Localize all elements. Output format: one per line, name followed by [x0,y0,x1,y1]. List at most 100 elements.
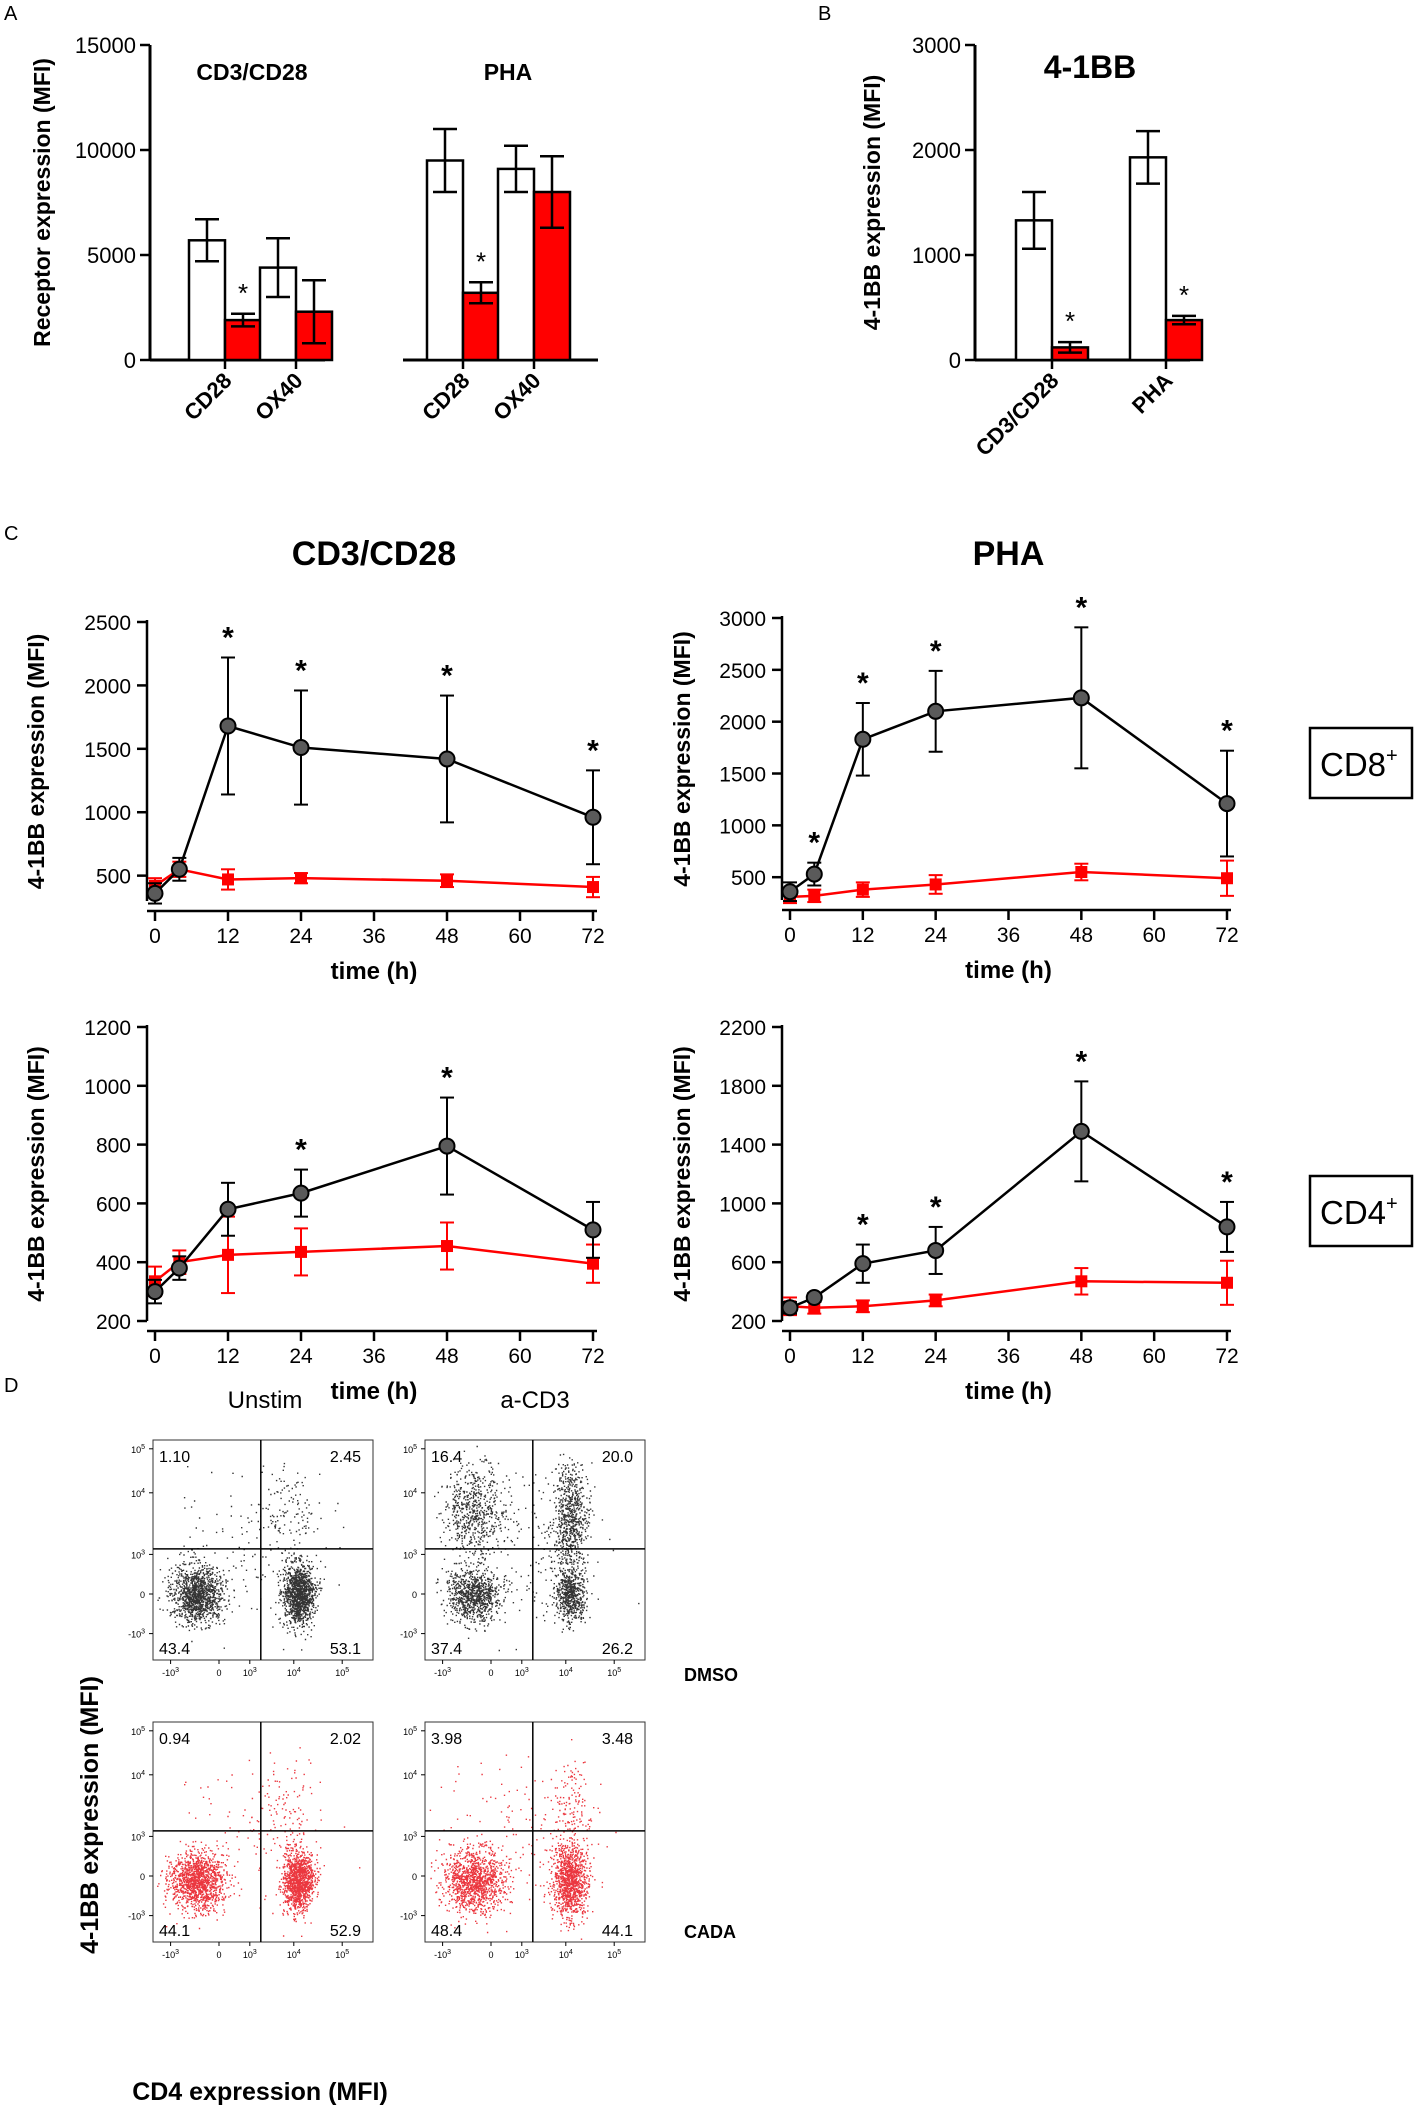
flow-dots [157,1747,361,1937]
chart-title: CD3/CD28 [292,535,456,573]
flow-tick-base: 10 [403,1445,413,1455]
y-axis-label: 4-1BB expression (MFI) [23,634,49,890]
flow-tick-exp: 5 [617,1667,621,1674]
series-line-cada [154,867,594,889]
flow-tick-base: -10 [128,1630,141,1640]
quadrant-lr: 52.9 [330,1923,361,1940]
significance-star: * [930,1191,942,1224]
marker-cada [929,1294,942,1307]
flow-tick-exp: 3 [175,1949,179,1956]
flow-y-tick-label: 103 [131,1831,145,1842]
marker-dmso [781,883,799,901]
series-line-dmso [154,724,594,895]
y-tick-label: 3000 [912,33,961,58]
y-tick-label: 1000 [912,243,961,268]
y-axis-label: 4-1BB expression (MFI) [669,631,695,887]
y-tick-label: 1500 [719,764,766,787]
marker-cada [856,1300,869,1313]
flow-tick-base: 0 [140,1872,145,1882]
x-tick-label: 36 [997,924,1020,947]
marker-dmso [146,1283,164,1301]
flow-x-tick-label: 105 [607,1667,621,1678]
x-tick-label: CD3/CD28 [971,368,1064,461]
flow-tick-exp: 5 [413,1726,417,1733]
x-tick-label: 36 [362,1345,385,1368]
y-tick-label: 1000 [719,1193,766,1216]
quadrant-ul: 0.94 [159,1731,190,1748]
flow-tick-exp: 3 [141,1629,145,1636]
marker-dmso [584,1221,602,1239]
flow-tick-base: 10 [559,1668,569,1678]
flow-tick-base: 10 [243,1668,253,1678]
flow-x-tick-label: 0 [488,1950,493,1960]
y-tick-label: 1500 [84,739,131,762]
flow-y-tick-label: 0 [140,1590,145,1600]
significance-star: * [1075,591,1087,624]
flow-y-tick-label: 0 [412,1590,417,1600]
y-tick-label: 2200 [719,1017,766,1040]
flow-tick-base: 0 [412,1590,417,1600]
flow-col-unstim: Unstim [228,1387,303,1414]
flow-y-tick-label: 0 [140,1872,145,1882]
flow-tick-base: -10 [128,1912,141,1922]
series-line-cada [789,870,1228,899]
flow-tick-exp: 3 [141,1549,145,1556]
flow-tick-exp: 3 [525,1667,529,1674]
y-tick-label: 1000 [719,815,766,838]
x-tick-label: 0 [149,1345,161,1368]
x-tick-label: 48 [435,925,458,948]
x-tick-label: 72 [1215,924,1238,947]
cd8-label-box: CD8+ [1308,726,1414,800]
series-line-dmso [789,696,1228,893]
flow-tick-exp: 3 [141,1911,145,1918]
x-axis-label: time (h) [331,1378,418,1405]
group-label-cd3cd28: CD3/CD28 [196,59,307,85]
marker-dmso [170,860,188,878]
flow-tick-base: 10 [287,1668,297,1678]
quadrant-ll: 44.1 [159,1923,190,1940]
x-tick-label: 60 [1142,924,1165,947]
marker-dmso [854,730,872,748]
marker-dmso [219,1200,237,1218]
y-tick-label: 400 [96,1252,131,1275]
flow-y-tick-label: -103 [128,1629,145,1640]
flow-tick-exp: 4 [141,1770,145,1777]
x-tick-label: 24 [289,925,313,948]
flow-tick-base: -10 [400,1912,413,1922]
significance-star: * [587,734,599,767]
marker-cada [587,1257,599,1270]
y-tick-label: 500 [96,866,131,889]
marker-cada [1221,872,1233,885]
x-tick-label: OX40 [250,368,307,425]
marker-cada [1075,1275,1088,1288]
quadrant-ll: 48.4 [431,1923,462,1940]
flow-y-tick-label: -103 [128,1911,145,1922]
flow-tick-base: 10 [607,1950,617,1960]
flow-x-tick-label: -103 [162,1667,179,1678]
flow-x-tick-label: 105 [335,1949,349,1960]
flow-x-tick-label: 0 [488,1668,493,1678]
x-tick-label: 48 [1070,924,1093,947]
significance-star: * [1221,715,1233,748]
marker-cada [587,881,599,894]
y-tick-label: 600 [96,1193,131,1216]
y-tick-label: 0 [949,348,961,373]
flow-x-tick-label: 103 [243,1667,257,1678]
flow-x-tick-label: -103 [162,1949,179,1960]
flow-tick-base: 10 [335,1668,345,1678]
x-tick-label: 12 [216,925,239,948]
significance-star: * [857,667,869,700]
flow-tick-base: 10 [287,1950,297,1960]
y-axis-label: 4-1BB expression (MFI) [859,75,885,331]
flow-tick-base: 10 [403,1550,413,1560]
panel-label-b: B [818,3,831,25]
cd8-sup: + [1386,745,1398,767]
marker-dmso [292,1184,310,1202]
flow-x-tick-label: 103 [515,1667,529,1678]
flow-tick-base: 0 [216,1950,221,1960]
quadrant-ur: 2.45 [330,1449,361,1466]
